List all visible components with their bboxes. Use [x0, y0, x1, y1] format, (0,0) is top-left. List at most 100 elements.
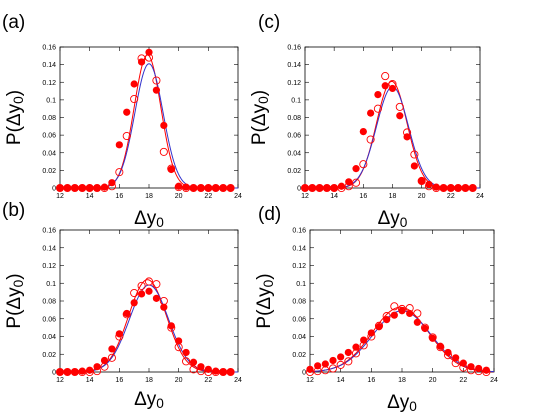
y-tick-label: 0.02: [42, 352, 56, 359]
data-point-open: [367, 332, 376, 341]
data-point-filled: [160, 121, 168, 130]
data-point-filled: [425, 180, 433, 189]
x-tick-label: 24: [234, 377, 242, 384]
data-point-filled: [321, 360, 329, 368]
x-axis-title: Δy0: [134, 389, 164, 411]
data-point-filled: [396, 112, 404, 120]
y-tick-label: 0.08: [292, 299, 306, 306]
data-point-open: [152, 76, 161, 85]
data-point-filled: [137, 290, 146, 298]
data-point-open: [395, 102, 404, 111]
panel-c: (c) 0 0.02 0.04 0.06 0.08 0.1 0.12 0.14 0.16 12 14 1…: [249, 12, 484, 230]
data-point-open: [226, 367, 235, 377]
data-point-filled: [71, 368, 79, 376]
data-point-filled: [337, 353, 345, 361]
data-point-filled: [436, 342, 444, 350]
y-axis-title: P(Δy0): [249, 90, 271, 145]
y-tick-label: 0.04: [42, 334, 56, 341]
fit-curve: [60, 284, 238, 373]
x-tick-label: 12: [56, 193, 64, 200]
y-tick-label: 0.16: [287, 45, 301, 52]
x-tick-label: 14: [337, 377, 345, 384]
y-tick-label: 0.16: [42, 45, 56, 52]
data-point-filled: [306, 365, 314, 373]
data-point-filled: [63, 368, 72, 376]
data-point-open: [382, 312, 391, 321]
data-point-filled: [403, 133, 411, 141]
data-point-open: [451, 359, 460, 368]
data-point-filled: [212, 184, 220, 192]
data-point-filled: [398, 307, 406, 315]
data-point-filled: [108, 345, 116, 353]
y-tick-label: 0: [52, 370, 56, 377]
data-point-filled: [219, 184, 227, 192]
data-point-filled: [152, 294, 161, 302]
x-tick-label: 18: [389, 193, 397, 200]
data-point-open: [359, 160, 368, 169]
fit-curve: [305, 80, 480, 189]
data-point-open: [144, 53, 154, 62]
data-point-filled: [123, 309, 131, 318]
y-tick-label: 0.08: [42, 299, 56, 306]
data-point-open: [403, 128, 412, 137]
data-point-filled: [123, 108, 131, 116]
data-point-open: [390, 302, 399, 311]
data-point-open: [397, 304, 407, 314]
y-tick-label: 0.14: [292, 245, 306, 252]
data-point-filled: [160, 303, 168, 311]
data-point-open: [122, 310, 131, 319]
y-tick-label: 0: [297, 186, 301, 193]
data-point-filled: [175, 182, 183, 190]
data-point-open: [336, 360, 345, 369]
data-point-filled: [461, 184, 470, 192]
fit-curve: [305, 86, 480, 189]
fit-curve: [60, 54, 238, 189]
data-point-open: [130, 94, 139, 104]
data-point-open: [413, 309, 422, 318]
x-tick-label: 22: [447, 193, 455, 200]
data-point-filled: [78, 367, 86, 375]
data-point-open: [115, 168, 124, 177]
data-point-filled: [226, 184, 235, 192]
x-axis-title: Δy0: [134, 208, 164, 230]
data-point-filled: [330, 184, 338, 192]
panel-d: (d) 0 0.02 0.04 0.06 0.08 0.1 0.12 0.14 0.16 12 14 1…: [254, 204, 498, 414]
data-point-filled: [100, 356, 109, 365]
x-tick-label: 24: [234, 193, 242, 200]
data-point-open: [428, 333, 437, 342]
data-point-open: [405, 304, 414, 313]
data-point-filled: [197, 363, 205, 371]
y-tick-label: 0.08: [42, 115, 56, 122]
x-axis-title: Δy0: [378, 208, 408, 230]
data-point-filled: [182, 183, 190, 191]
data-point-filled: [130, 80, 138, 88]
data-point-filled: [482, 366, 490, 374]
data-point-filled: [337, 182, 346, 190]
x-tick-label: 12: [56, 377, 64, 384]
data-point-open: [328, 364, 338, 373]
data-point-filled: [429, 334, 437, 342]
data-point-filled: [212, 367, 220, 375]
data-point-filled: [413, 318, 421, 326]
plot-frame: [309, 229, 495, 373]
data-point-filled: [418, 177, 426, 185]
x-tick-label: 20: [418, 193, 426, 200]
plot-frame: [59, 46, 239, 189]
y-tick-label: 0.12: [292, 263, 306, 270]
panel-label: (d): [258, 204, 281, 225]
x-tick-label: 14: [330, 193, 338, 200]
data-point-open: [417, 176, 426, 185]
data-point-open: [93, 367, 102, 376]
data-point-filled: [56, 368, 64, 376]
data-point-filled: [374, 90, 382, 99]
x-tick-label: 20: [429, 377, 437, 384]
data-point-filled: [454, 184, 462, 192]
data-point-open: [351, 349, 361, 358]
x-tick-label: 20: [175, 377, 183, 384]
x-tick-label: 20: [175, 193, 183, 200]
data-point-open: [107, 182, 116, 191]
data-point-open: [381, 72, 390, 81]
data-point-filled: [352, 165, 360, 173]
data-point-open: [122, 131, 131, 141]
data-point-filled: [71, 184, 79, 192]
